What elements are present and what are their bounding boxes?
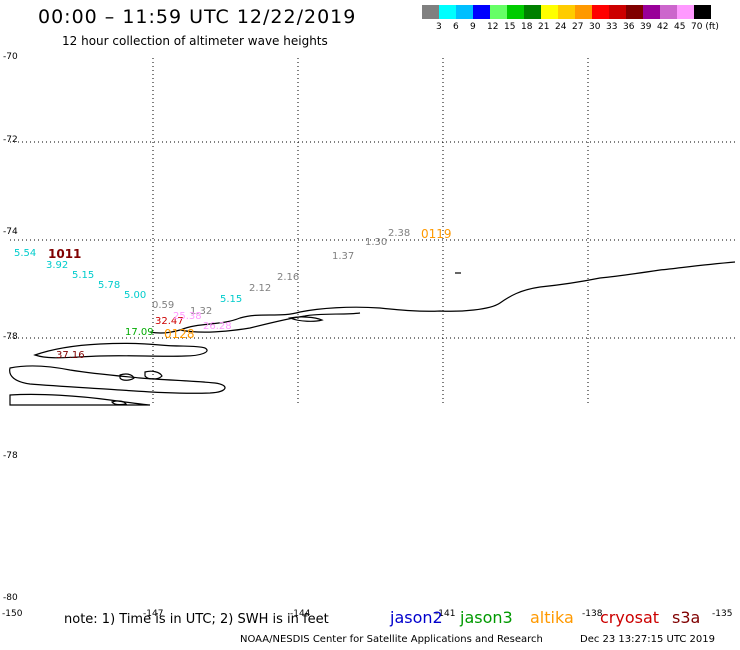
lon-label: -138 (582, 609, 603, 619)
swh-label: 0119 (421, 227, 452, 241)
lon-label: -150 (2, 609, 23, 619)
color-swatch (677, 5, 694, 19)
lat-label: -70 (3, 52, 18, 62)
swh-label: 37.16 (56, 350, 85, 361)
lat-label: -78 (3, 451, 18, 461)
graticule (10, 58, 735, 405)
color-scale-tick: 18 (521, 22, 533, 32)
color-scale-tick: 12 (487, 22, 499, 32)
generation-timestamp: Dec 23 13:27:15 UTC 2019 (580, 634, 715, 645)
color-scale-bar (422, 5, 711, 19)
color-swatch (524, 5, 541, 19)
swh-label: 5.54 (14, 248, 37, 259)
color-swatch (575, 5, 592, 19)
color-scale-tick: 9 (470, 22, 476, 32)
lon-label: -135 (712, 609, 733, 619)
credit-line: NOAA/NESDIS Center for Satellite Applica… (240, 634, 543, 645)
swh-label: 0.59 (152, 300, 175, 311)
swh-label: 25.38 (173, 311, 202, 322)
swh-label: 32.47 (155, 316, 184, 327)
legend-altika: altika (530, 608, 574, 627)
map-title: 00:00 – 11:59 UTC 12/22/2019 (38, 6, 357, 28)
color-swatch (694, 5, 711, 19)
color-scale-tick: 30 (589, 22, 601, 32)
swh-label: 1011 (48, 247, 82, 261)
lat-label: -72 (3, 135, 18, 145)
lon-label: -147 (143, 609, 164, 619)
color-swatch (541, 5, 558, 19)
legend-jason3: jason3 (460, 608, 513, 627)
color-swatch (473, 5, 490, 19)
color-swatch (609, 5, 626, 19)
color-scale-tick: 39 (640, 22, 652, 32)
color-scale-tick: 15 (504, 22, 516, 32)
color-scale-tick: 45 (674, 22, 686, 32)
swh-label: 1.37 (332, 251, 355, 262)
color-swatch (422, 5, 439, 19)
color-swatch (626, 5, 643, 19)
color-scale-tick: 21 (538, 22, 550, 32)
swh-label: 2.38 (388, 228, 411, 239)
lon-label: -144 (290, 609, 311, 619)
lat-label: -80 (3, 593, 18, 603)
legend-s3a: s3a (672, 608, 701, 627)
color-scale-tick: 70 (ft) (691, 22, 719, 32)
color-scale-tick: 6 (453, 22, 459, 32)
map-subtitle: 12 hour collection of altimeter wave hei… (62, 34, 328, 48)
swh-label: 2.12 (249, 283, 272, 294)
color-scale-tick: 3 (436, 22, 442, 32)
swh-label: 2.16 (277, 272, 300, 283)
swh-label: 1.32 (190, 306, 213, 317)
color-scale-tick: 24 (555, 22, 567, 32)
swh-label: 5.15 (220, 294, 243, 305)
color-scale-tick: 27 (572, 22, 584, 32)
swh-label: 0128 (164, 327, 195, 341)
legend-cryosat: cryosat (600, 608, 660, 627)
color-swatch (439, 5, 456, 19)
legend-jason2: jason2 (390, 608, 443, 627)
swh-label: 3.92 (46, 260, 69, 271)
lat-label: -74 (3, 227, 18, 237)
swh-label: 5.78 (98, 280, 121, 291)
color-scale-tick: 36 (623, 22, 635, 32)
footnote: note: 1) Time is in UTC; 2) SWH is in fe… (64, 612, 329, 627)
color-swatch (507, 5, 524, 19)
lon-label: -141 (435, 609, 456, 619)
color-swatch (660, 5, 677, 19)
color-swatch (592, 5, 609, 19)
color-scale-tick: 42 (657, 22, 669, 32)
color-swatch (456, 5, 473, 19)
color-swatch (643, 5, 660, 19)
color-swatch (558, 5, 575, 19)
lat-label: -78 (3, 332, 18, 342)
color-scale-tick: 33 (606, 22, 618, 32)
swh-label: 17.09 (125, 327, 154, 338)
swh-label: 5.00 (124, 290, 147, 301)
swh-label: 5.15 (72, 270, 95, 281)
swh-label: 26.28 (203, 321, 232, 332)
color-swatch (490, 5, 507, 19)
swh-label: 1.30 (365, 237, 388, 248)
coastline (9, 261, 736, 406)
